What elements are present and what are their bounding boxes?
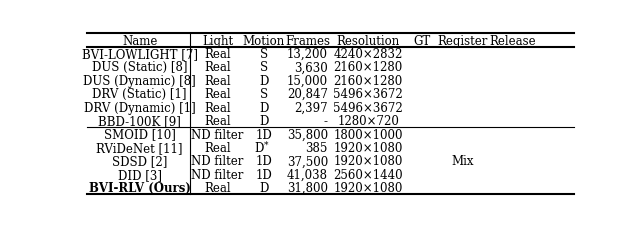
- Text: ✓: ✓: [420, 155, 423, 167]
- Text: 1920×1080: 1920×1080: [333, 155, 403, 168]
- Text: Release: Release: [490, 35, 536, 47]
- Text: Real: Real: [204, 74, 231, 87]
- Text: 5496×3672: 5496×3672: [333, 101, 403, 114]
- Text: ✓: ✓: [511, 88, 515, 100]
- Text: ✓: ✓: [420, 182, 423, 194]
- Text: ND filter: ND filter: [191, 155, 244, 168]
- Text: ✓: ✓: [511, 142, 515, 154]
- Text: BVI-LOWLIGHT [7]: BVI-LOWLIGHT [7]: [82, 48, 198, 61]
- Text: ✓: ✓: [511, 182, 515, 194]
- Text: 31,800: 31,800: [287, 181, 328, 194]
- Text: 1920×1080: 1920×1080: [333, 141, 403, 154]
- Text: SMOID [10]: SMOID [10]: [104, 128, 175, 141]
- Text: Light: Light: [202, 35, 233, 47]
- Text: ✓: ✓: [511, 155, 515, 167]
- Text: ✓: ✓: [461, 142, 465, 154]
- Text: 4240×2832: 4240×2832: [333, 48, 403, 61]
- Text: Real: Real: [204, 61, 231, 74]
- Text: ✓: ✓: [511, 48, 515, 60]
- Text: ✓: ✓: [461, 48, 465, 60]
- Text: D: D: [254, 141, 264, 154]
- Text: 13,200: 13,200: [287, 48, 328, 61]
- Text: S: S: [260, 88, 268, 101]
- Text: ✓: ✓: [461, 128, 465, 140]
- Text: BVI-RLV (Ours): BVI-RLV (Ours): [89, 181, 191, 194]
- Text: 1280×720: 1280×720: [337, 115, 399, 128]
- Text: ✓: ✓: [511, 168, 515, 180]
- Text: 3,630: 3,630: [294, 61, 328, 74]
- Text: Frames: Frames: [285, 35, 330, 47]
- Text: ✗: ✗: [461, 75, 465, 87]
- Text: ✗: ✗: [511, 128, 515, 141]
- Text: ✗: ✗: [420, 115, 423, 127]
- Text: S: S: [260, 48, 268, 61]
- Text: ✓: ✓: [511, 102, 515, 114]
- Text: Resolution: Resolution: [337, 35, 400, 47]
- Text: DUS (Static) [8]: DUS (Static) [8]: [92, 61, 188, 74]
- Text: ✗: ✗: [461, 101, 465, 114]
- Text: ✓: ✓: [420, 168, 423, 180]
- Text: 2160×1280: 2160×1280: [333, 61, 403, 74]
- Text: ✓: ✓: [420, 48, 423, 60]
- Text: ND filter: ND filter: [191, 128, 244, 141]
- Text: 20,847: 20,847: [287, 88, 328, 101]
- Text: SDSD [2]: SDSD [2]: [112, 155, 168, 168]
- Text: DRV (Static) [1]: DRV (Static) [1]: [92, 88, 187, 101]
- Text: ✓: ✓: [461, 168, 465, 180]
- Text: 5496×3672: 5496×3672: [333, 88, 403, 101]
- Text: 1D: 1D: [255, 168, 272, 181]
- Text: 385: 385: [306, 141, 328, 154]
- Text: *: *: [264, 140, 268, 149]
- Text: ✓: ✓: [420, 62, 423, 74]
- Text: 37,500: 37,500: [287, 155, 328, 168]
- Text: ✓: ✓: [461, 88, 465, 100]
- Text: Mix: Mix: [452, 155, 474, 168]
- Text: DUS (Dynamic) [8]: DUS (Dynamic) [8]: [83, 74, 196, 87]
- Text: Real: Real: [204, 141, 231, 154]
- Text: ✗: ✗: [420, 101, 423, 114]
- Text: ✗: ✗: [461, 115, 465, 127]
- Text: ✓: ✓: [511, 75, 515, 87]
- Text: ✗: ✗: [420, 75, 423, 87]
- Text: Real: Real: [204, 48, 231, 61]
- Text: ✓: ✓: [511, 62, 515, 74]
- Text: Name: Name: [122, 35, 157, 47]
- Text: 2560×1440: 2560×1440: [333, 168, 403, 181]
- Text: D: D: [259, 101, 268, 114]
- Text: ✓: ✓: [461, 182, 465, 194]
- Text: D: D: [259, 181, 268, 194]
- Text: GT: GT: [413, 35, 430, 47]
- Text: Real: Real: [204, 101, 231, 114]
- Text: 41,038: 41,038: [287, 168, 328, 181]
- Text: D: D: [259, 115, 268, 128]
- Text: ND filter: ND filter: [191, 168, 244, 181]
- Text: ✓: ✓: [420, 142, 423, 154]
- Text: 2160×1280: 2160×1280: [333, 74, 403, 87]
- Text: 1D: 1D: [255, 128, 272, 141]
- Text: S: S: [260, 61, 268, 74]
- Text: ✓: ✓: [420, 128, 423, 140]
- Text: Real: Real: [204, 181, 231, 194]
- Text: 1920×1080: 1920×1080: [333, 181, 403, 194]
- Text: BBD-100K [9]: BBD-100K [9]: [99, 115, 181, 128]
- Text: Real: Real: [204, 88, 231, 101]
- Text: DRV (Dynamic) [1]: DRV (Dynamic) [1]: [84, 101, 196, 114]
- Text: DID [3]: DID [3]: [118, 168, 162, 181]
- Text: 1D: 1D: [255, 155, 272, 168]
- Text: 1800×1000: 1800×1000: [333, 128, 403, 141]
- Text: ✓: ✓: [461, 62, 465, 74]
- Text: 35,800: 35,800: [287, 128, 328, 141]
- Text: Real: Real: [204, 115, 231, 128]
- Text: Register: Register: [438, 35, 488, 47]
- Text: ✓: ✓: [420, 88, 423, 100]
- Text: D: D: [259, 74, 268, 87]
- Text: 15,000: 15,000: [287, 74, 328, 87]
- Text: Motion: Motion: [243, 35, 285, 47]
- Text: RViDeNet [11]: RViDeNet [11]: [97, 141, 183, 154]
- Text: ✓: ✓: [511, 115, 515, 127]
- Text: -: -: [324, 115, 328, 128]
- Text: 2,397: 2,397: [294, 101, 328, 114]
